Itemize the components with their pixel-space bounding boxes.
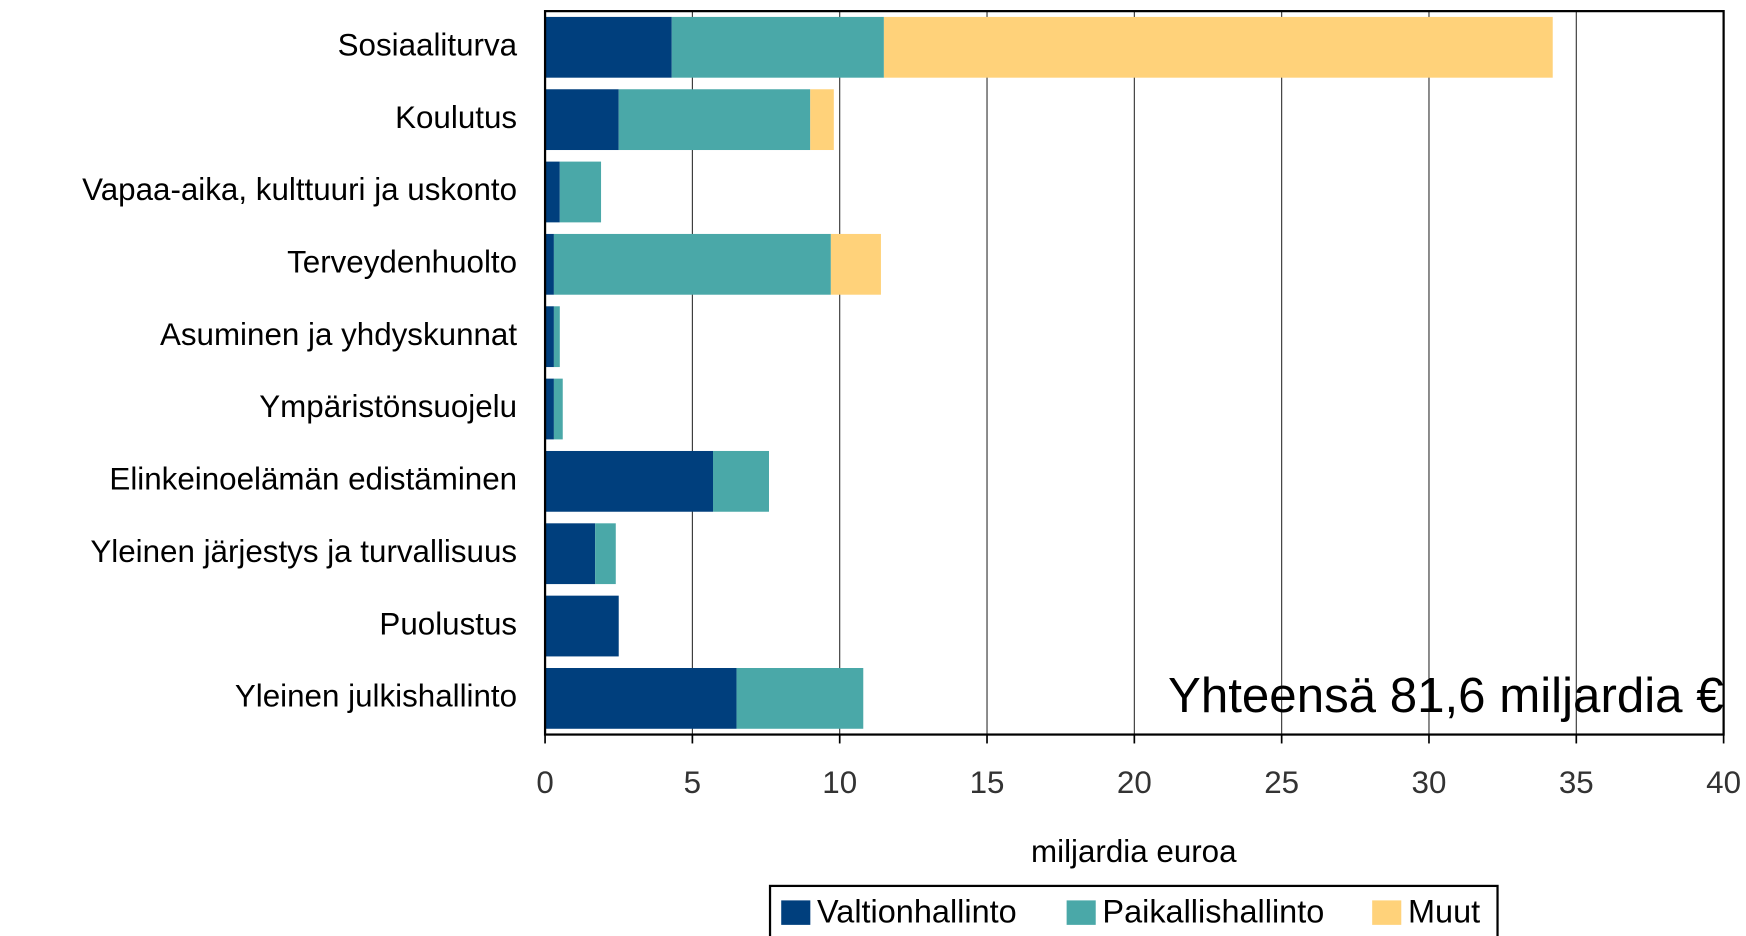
x-tick-label: 0 <box>536 765 553 800</box>
bar-segment <box>545 667 737 729</box>
bar-segment <box>671 16 884 78</box>
bar-segment <box>736 667 864 729</box>
bar-segment <box>545 16 672 78</box>
y-tick-label: Koulutus <box>395 100 517 135</box>
x-tick-label: 40 <box>1706 765 1741 800</box>
bar-segment <box>553 378 563 440</box>
bar-segment <box>545 89 619 151</box>
bar-segment <box>830 233 881 295</box>
annotation: Yhteensä 81,6 miljardia € <box>1168 669 1724 723</box>
x-tick-label: 20 <box>1117 765 1152 800</box>
y-tick-label: Sosiaaliturva <box>338 28 518 63</box>
x-tick-label: 15 <box>970 765 1005 800</box>
legend-label: Muut <box>1408 893 1480 929</box>
bar-segment <box>545 233 554 295</box>
legend-label: Valtionhallinto <box>817 893 1017 929</box>
legend-swatch <box>781 900 811 925</box>
legend-swatch <box>1066 900 1096 925</box>
y-tick-label: Elinkeinoelämän edistäminen <box>109 462 517 497</box>
bar-segment <box>713 450 769 512</box>
x-tick-label: 10 <box>822 765 857 800</box>
bar-segment <box>559 161 602 223</box>
bar-segment <box>545 450 714 512</box>
y-tick-label: Ympäristönsuojelu <box>259 389 517 424</box>
y-tick-label: Puolustus <box>379 606 517 641</box>
legend-label: Paikallishallinto <box>1102 893 1324 929</box>
y-tick-label: Vapaa-aika, kulttuuri ja uskonto <box>82 172 517 207</box>
bar-segment <box>545 306 554 368</box>
y-tick-label: Terveydenhuolto <box>287 245 517 280</box>
bar-segment <box>595 523 616 585</box>
bar-segment <box>545 161 560 223</box>
bar-segment <box>553 306 560 368</box>
x-tick-label: 5 <box>684 765 701 800</box>
bar-segment <box>618 89 811 151</box>
bar-segment <box>545 595 619 657</box>
bar-segment <box>545 378 554 440</box>
y-tick-label: Yleinen järjestys ja turvallisuus <box>90 534 517 569</box>
plot-frame <box>543 10 1725 736</box>
x-tick-label: 35 <box>1559 765 1594 800</box>
y-tick-label: Yleinen julkishallinto <box>235 679 517 714</box>
x-tick-label: 25 <box>1264 765 1299 800</box>
bar-segment <box>883 16 1553 78</box>
bar-segment <box>545 523 596 585</box>
y-tick-label: Asuminen ja yhdyskunnat <box>160 317 517 352</box>
x-axis-title: miljardia euroa <box>1031 834 1237 869</box>
legend-swatch <box>1372 900 1402 925</box>
bar-segment <box>553 233 831 295</box>
bar-segment <box>810 89 834 151</box>
x-tick-label: 30 <box>1412 765 1447 800</box>
